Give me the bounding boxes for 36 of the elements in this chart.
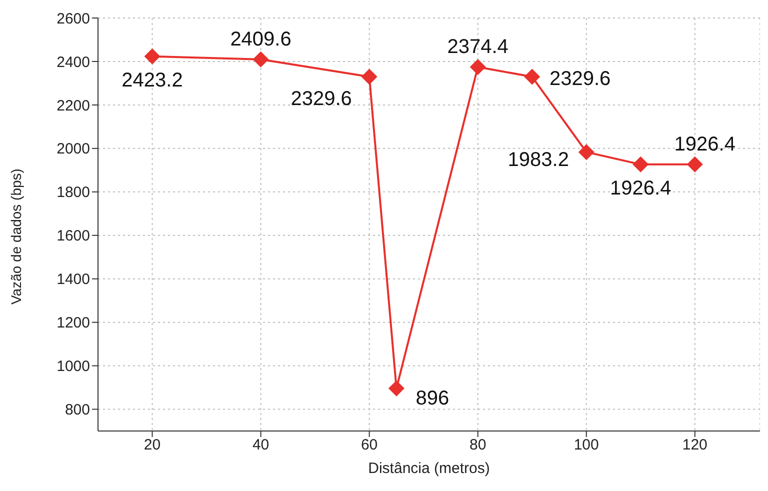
x-axis-title: Distância (metros) xyxy=(368,460,490,477)
point xyxy=(144,48,160,64)
y-tick-label: 2000 xyxy=(56,140,90,158)
data-label: 2409.6 xyxy=(230,28,292,50)
y-tick-label: 1000 xyxy=(56,358,90,376)
data-label: 1926.4 xyxy=(674,133,736,156)
x-tick-label: 60 xyxy=(360,436,378,454)
data-label: 2423.2 xyxy=(122,69,183,92)
y-tick-label: 1400 xyxy=(56,271,90,288)
data-label: 2374.4 xyxy=(447,36,508,58)
y-tick-label: 2600 xyxy=(56,10,90,28)
y-tick-label: 1600 xyxy=(56,228,90,245)
point xyxy=(686,156,703,172)
point xyxy=(252,51,269,68)
y-tick-label: 2200 xyxy=(56,97,90,114)
y-tick-label: 2400 xyxy=(56,54,90,71)
x-tick-label: 40 xyxy=(252,436,270,454)
point xyxy=(388,380,404,396)
x-tick-label: 120 xyxy=(682,436,708,454)
point xyxy=(632,156,649,172)
data-label: 1926.4 xyxy=(610,177,672,200)
point xyxy=(361,68,378,85)
data-label: 2329.6 xyxy=(550,68,611,90)
x-tick-label: 80 xyxy=(469,436,486,454)
y-tick-label: 800 xyxy=(64,402,90,419)
data-label: 2329.6 xyxy=(290,88,352,110)
y-axis-title: Vazão de dados (bps) xyxy=(8,168,24,304)
point xyxy=(470,59,486,76)
point xyxy=(524,68,540,85)
point xyxy=(578,144,594,160)
data-label: 1983.2 xyxy=(508,149,569,172)
y-tick-label: 1800 xyxy=(56,184,90,202)
x-tick-label: 20 xyxy=(144,436,161,454)
y-tick-label: 1200 xyxy=(56,314,90,332)
x-tick-label: 100 xyxy=(574,436,599,454)
data-label: 896 xyxy=(416,387,450,410)
